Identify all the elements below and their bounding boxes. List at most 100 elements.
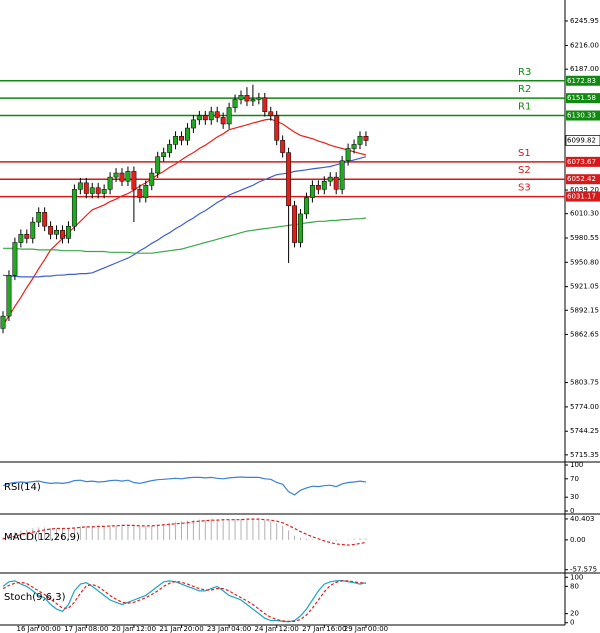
candle-body xyxy=(48,225,54,235)
candle-body xyxy=(357,135,363,145)
y-tick-label: 100 xyxy=(570,573,583,581)
candle-body xyxy=(208,111,214,121)
y-tick-label: 20 xyxy=(570,610,579,618)
y-tick-label: 6039.20 xyxy=(570,186,599,194)
y-tick-label: 5921.05 xyxy=(570,283,599,291)
level-price: 6073.67 xyxy=(567,158,596,166)
candle-body xyxy=(220,117,226,125)
candle-body xyxy=(185,127,190,141)
y-tick-label: 6245.95 xyxy=(570,17,599,25)
y-tick-label: 70 xyxy=(570,475,579,483)
y-tick-label: 5774.00 xyxy=(570,403,599,411)
candle-body xyxy=(143,185,149,198)
y-tick-label: 40.403 xyxy=(570,515,595,523)
candle-body xyxy=(238,95,244,100)
signal-line xyxy=(2,518,367,546)
last-price-box xyxy=(565,135,600,146)
y-tick-label: 30 xyxy=(570,493,579,501)
candle-body xyxy=(345,148,351,162)
y-tick-label: 0 xyxy=(570,507,574,515)
candle-body xyxy=(24,234,30,239)
candle-body xyxy=(54,230,59,235)
x-tick-label: 17 Jan 08:00 xyxy=(64,625,108,633)
level-label: R2 xyxy=(518,84,531,95)
x-tick-label: 29 Jan 00:00 xyxy=(344,625,388,633)
candle-body xyxy=(351,144,357,149)
candle-body xyxy=(12,242,18,276)
candle-body xyxy=(339,160,345,190)
moving-average xyxy=(3,217,366,254)
candle-body xyxy=(333,176,339,190)
candle-body xyxy=(256,97,262,100)
candle-body xyxy=(262,97,268,112)
candle-body xyxy=(83,182,89,194)
candle-body xyxy=(179,135,184,141)
candle-body xyxy=(149,172,155,186)
candle-body xyxy=(6,274,12,317)
candle-body xyxy=(66,225,71,239)
y-tick-label: 5715.35 xyxy=(570,451,599,459)
level-label: S2 xyxy=(518,165,531,176)
y-tick-label: 6010.30 xyxy=(570,210,599,218)
x-tick-label: 24 Jan 12:00 xyxy=(255,625,299,633)
level-price: 6172.83 xyxy=(567,77,596,85)
candle-body xyxy=(36,212,42,223)
level-price-box xyxy=(566,174,600,185)
candle-body xyxy=(101,189,107,194)
candle-body xyxy=(196,115,202,121)
candle-body xyxy=(71,189,77,227)
candle-body xyxy=(244,95,250,102)
candle-body xyxy=(232,99,238,108)
candle-body xyxy=(161,152,167,157)
candle-body xyxy=(95,187,101,194)
y-tick-label: 5803.75 xyxy=(570,379,599,387)
candle-body xyxy=(286,152,292,206)
candle-body xyxy=(125,171,131,182)
y-tick-label: -57.575 xyxy=(570,566,597,574)
candle-body xyxy=(18,234,24,243)
candle-body xyxy=(119,172,125,182)
candle-body xyxy=(113,172,119,178)
x-tick-label: 27 Jan 16:00 xyxy=(302,625,346,633)
last-price: 6099.82 xyxy=(567,136,596,144)
x-tick-label: 21 Jan 20:00 xyxy=(159,625,203,633)
y-tick-label: 100 xyxy=(570,461,583,469)
candle-body xyxy=(268,111,274,117)
y-tick-label: 5862.65 xyxy=(570,330,599,338)
indicator-title: RSI(14) xyxy=(4,482,41,493)
level-price: 6130.33 xyxy=(567,112,596,120)
candle-body xyxy=(315,185,321,190)
level-label: R3 xyxy=(518,67,531,78)
candle-body xyxy=(190,119,196,129)
candle-body xyxy=(363,135,369,141)
level-price: 6151.58 xyxy=(567,94,596,102)
candle-body xyxy=(298,213,303,243)
candle-body xyxy=(250,99,256,102)
x-tick-label: 16 Jan 00:00 xyxy=(17,625,61,633)
indicator-line xyxy=(2,580,366,623)
level-price-box xyxy=(566,156,600,167)
candle-body xyxy=(292,205,298,243)
candle-body xyxy=(280,140,286,153)
candle-body xyxy=(30,221,36,239)
indicator-line xyxy=(2,579,367,623)
level-price: 6031.17 xyxy=(567,193,596,201)
level-price: 6052.42 xyxy=(567,175,596,183)
level-price-box xyxy=(566,110,600,121)
level-price-box xyxy=(566,75,600,86)
level-label: S3 xyxy=(518,183,531,194)
candle-body xyxy=(89,187,95,194)
candle-body xyxy=(0,315,6,329)
y-tick-label: 0.00 xyxy=(570,536,586,544)
candle-body xyxy=(42,212,48,227)
y-tick-label: 5950.80 xyxy=(570,258,599,266)
candle-body xyxy=(77,182,83,190)
candle-body xyxy=(167,144,173,153)
candle-body xyxy=(327,176,333,182)
indicator-line xyxy=(2,476,366,496)
indicator-title: Stoch(9,6,3) xyxy=(4,592,66,603)
candle-body xyxy=(173,135,179,145)
candle-body xyxy=(304,197,309,215)
